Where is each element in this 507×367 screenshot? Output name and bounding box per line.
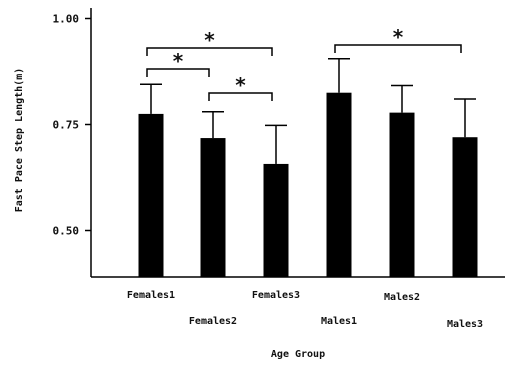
y-tick-label: 0.75 (53, 119, 80, 132)
y-ticks: 0.50 0.75 1.00 (53, 13, 91, 238)
x-tick-labels: Females1 Females2 Females3 Males1 Males2 Male… (127, 290, 483, 330)
bar-males3 (452, 137, 478, 277)
significance-bracket (208, 92, 273, 101)
x-axis-title: Age Group (271, 349, 325, 360)
bar-females3 (263, 163, 289, 277)
x-tick-label-males2: Males2 (384, 292, 420, 303)
significance-star: * (393, 25, 404, 49)
bar-males2 (389, 112, 415, 278)
x-tick-label-females1: Females1 (127, 290, 175, 301)
x-tick-label-males1: Males1 (321, 316, 357, 327)
x-tick-label-males3: Males3 (447, 319, 483, 330)
y-axis-title: Fast Pace Step Length(m) (14, 68, 25, 213)
significance-star: * (173, 49, 184, 73)
bar-females1 (138, 113, 164, 278)
y-tick-label: 1.00 (53, 13, 80, 26)
significance-bracket (334, 44, 462, 53)
significance-star: * (204, 28, 215, 52)
x-tick-label-females3: Females3 (252, 290, 300, 301)
bars-group (138, 92, 478, 278)
significance-bracket (146, 68, 210, 77)
bar-males1 (326, 92, 352, 277)
significance-bracket (146, 47, 273, 56)
error-bars-group (140, 58, 476, 164)
y-tick-label: 0.50 (53, 225, 80, 238)
significance-star: * (235, 73, 246, 97)
x-tick-label-females2: Females2 (189, 316, 237, 327)
significance-group: * * * * (146, 25, 462, 101)
bar-females2 (200, 138, 226, 277)
